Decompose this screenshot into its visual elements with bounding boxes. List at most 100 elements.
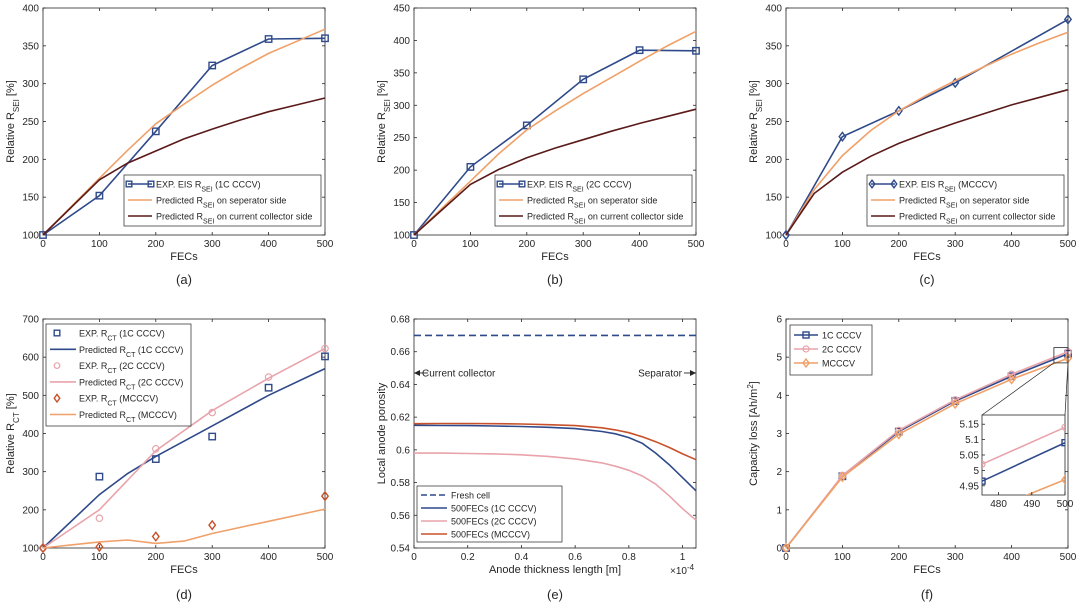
inset-x-tick-label: 490 (1023, 499, 1040, 510)
series-b (410, 46, 700, 239)
y-axis-label-sub: SEI (12, 99, 21, 112)
legend-d: EXP. RCT (1C CCCV)Predicted RCT (1C CCCV… (45, 323, 192, 427)
legend-label-base: Predicted R (79, 410, 127, 420)
x-tick-label: 0 (411, 239, 417, 250)
legend-marker (53, 393, 61, 404)
series-e (413, 424, 697, 492)
data-point (579, 75, 588, 84)
legend-label-base: EXP. EIS R (156, 180, 202, 190)
legend-label: Predicted RSEI on seperator side (156, 196, 286, 210)
data-point (635, 46, 644, 55)
inset-y-tick-label: 5 (973, 466, 979, 477)
legend-label-sub: CT (126, 417, 136, 424)
x-tick-label: 500 (1060, 552, 1077, 563)
inset-series-group (982, 423, 1065, 495)
y-axis-label-sub: SEI (383, 99, 392, 112)
x-tick-label: 200 (147, 552, 164, 563)
y-tick-label: 150 (393, 198, 410, 209)
y-tick-label: 400 (765, 4, 782, 15)
y-tick-label: 700 (22, 315, 39, 326)
inset-series-line (982, 441, 1065, 482)
legend-label: EXP. RCT (MCCCV) (79, 394, 158, 408)
data-point (264, 35, 273, 43)
x-tick-label: 500 (1060, 239, 1077, 250)
legend-label: Predicted RSEI on seperator side (899, 196, 1029, 210)
series-a (42, 28, 326, 236)
y-tick-label: 200 (22, 155, 39, 166)
y-tick-label: 300 (393, 101, 410, 112)
legend-label: Fresh cell (451, 491, 490, 501)
x-tick-label: 0 (411, 552, 417, 563)
legend-marker (53, 329, 61, 337)
data-point (692, 46, 700, 55)
y-tick-label: 150 (22, 193, 39, 204)
inset-series-line (982, 426, 1065, 465)
y-tick-label: 0.64 (391, 380, 411, 391)
legend-label-base: EXP. R (79, 361, 108, 371)
x-tick-label: 0 (40, 239, 46, 250)
data-point (320, 490, 330, 502)
series-e (413, 422, 697, 461)
zoom-box (1053, 347, 1069, 364)
chart-a: 0 100 200 300 400 500100150200250300350400FEC… (5, 4, 334, 288)
data-point (95, 191, 104, 200)
legend-marker (802, 345, 810, 353)
series-line (413, 108, 697, 236)
y-tick-label: 200 (22, 505, 39, 516)
legend-label-base: Predicted R (899, 212, 947, 222)
legend-label-base: EXP. EIS R (899, 180, 945, 190)
x-tick-label: 200 (147, 239, 164, 250)
series-b (413, 30, 697, 236)
y-tick-label: 400 (393, 36, 410, 47)
series-line (42, 367, 326, 549)
panel-caption: (d) (176, 587, 192, 602)
series-e (414, 452, 697, 521)
legend-label-suffix: on seperator side (214, 196, 286, 206)
x-tick-label: 500 (688, 239, 705, 250)
inset-y-tick-label: 4.95 (960, 481, 980, 492)
x-tick-label: 0.4 (514, 552, 528, 563)
y-axis-label-suffix: [%] (748, 80, 760, 99)
legend-label-sub: SEI (946, 202, 957, 209)
y-tick-label: 100 (393, 231, 410, 242)
legend-label-sub: SEI (572, 186, 583, 193)
panel-caption: (f) (921, 587, 933, 602)
legend-label: EXP. EIS RSEI (1C CCCV) (156, 180, 261, 194)
y-tick-label: 100 (765, 231, 782, 242)
legend-label-sub: SEI (574, 218, 585, 225)
y-tick-label: 350 (765, 41, 782, 52)
legend-label-base: Predicted R (899, 196, 947, 206)
series-d (42, 367, 326, 549)
series-line (42, 37, 326, 236)
y-axis-label: Relative RCT [%] (5, 393, 21, 473)
series-line (42, 28, 326, 236)
y-tick-label: 350 (393, 68, 410, 79)
legend-marker (890, 179, 898, 189)
y-tick-label: 0 (776, 544, 782, 555)
chart-f: 0 100 200 300 400 500 0 1 2 3 4 5 6 FECs Capacity loss… (746, 315, 1077, 603)
x-tick-label: 400 (260, 552, 277, 563)
legend-label-suffix: (2C CCCV) (117, 361, 165, 371)
data-point (466, 162, 475, 171)
inset-data-point (1061, 474, 1065, 485)
y-tick-label: 1 (776, 505, 782, 516)
legend-label-base: EXP. EIS R (527, 180, 573, 190)
legend-label-sub: CT (107, 400, 117, 407)
series-line (785, 88, 1069, 236)
inset-series-line (1025, 478, 1065, 495)
series-d (95, 352, 329, 481)
y-axis-label-sup: 2 (746, 384, 755, 389)
series-line (414, 452, 697, 521)
x-tick-label: 200 (518, 239, 535, 250)
legend-label: Predicted RCT (2C CCCV) (79, 377, 183, 391)
series-line (413, 30, 697, 236)
legend-label-base: EXP. R (79, 394, 108, 404)
x-tick-label: 300 (204, 239, 221, 250)
annotation-current-collector: Current collector (422, 368, 496, 379)
x-tick-label: 100 (834, 239, 851, 250)
legend-label-sub: SEI (946, 218, 957, 225)
y-axis-label-base: Relative R (748, 112, 760, 163)
x-tick-label: 0.8 (622, 552, 636, 563)
annotation-separator: Separator (638, 368, 683, 379)
